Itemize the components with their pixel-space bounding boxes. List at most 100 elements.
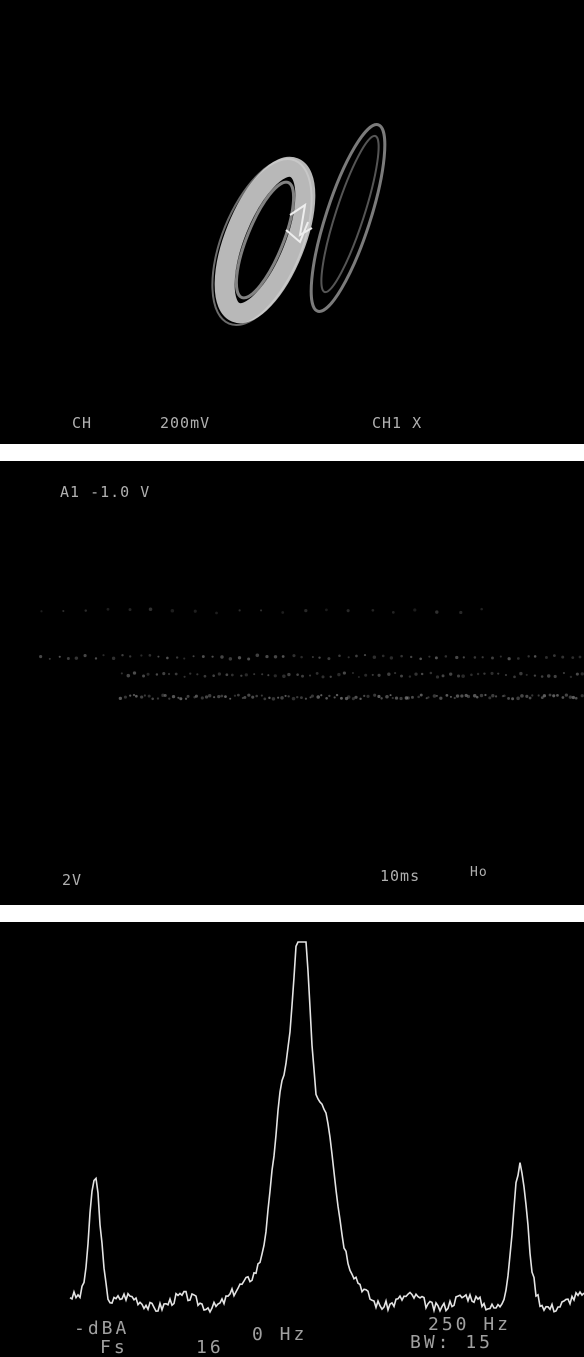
trace-dot	[58, 655, 61, 658]
trace-dot	[355, 654, 358, 658]
trace-dot	[545, 656, 548, 659]
trace-dot	[261, 673, 264, 676]
trace-dot	[455, 655, 459, 660]
trace-dot	[179, 697, 183, 701]
trace-dot	[472, 694, 477, 698]
trace-dot	[273, 674, 277, 678]
trace-dot	[531, 694, 534, 697]
trace-dot	[320, 694, 323, 697]
trace-dot	[224, 695, 227, 699]
span-readout: 250 Hz	[428, 1314, 512, 1335]
trace-dot	[475, 695, 479, 699]
trace-dot	[479, 693, 484, 698]
trace-dot	[74, 656, 79, 660]
trace-dot	[121, 653, 124, 657]
trace-dot	[287, 695, 290, 698]
trace-dot	[196, 673, 199, 676]
trace-dot	[273, 655, 278, 659]
trace-dot	[444, 655, 448, 658]
trace-dot	[284, 694, 287, 697]
trace-dot	[580, 672, 584, 676]
reference-readout: -dBA	[74, 1318, 130, 1339]
trace-dot	[575, 672, 579, 676]
trace-dot	[385, 694, 389, 699]
trace-dot	[377, 694, 381, 699]
trace-dot	[359, 697, 362, 701]
trace-dot	[123, 695, 127, 699]
trace-dot	[380, 697, 383, 700]
trace-dot	[228, 657, 233, 661]
trace-dot	[132, 671, 137, 675]
trace-dot	[193, 609, 197, 613]
trace-dot	[420, 672, 424, 676]
trace-dot	[259, 609, 263, 612]
trace-dot	[253, 673, 256, 676]
trace-dot	[553, 674, 557, 679]
trace-dot	[170, 609, 175, 613]
trace-dot	[346, 609, 350, 613]
trace-dot	[568, 695, 573, 699]
trace-dot	[217, 672, 222, 676]
trace-dot	[351, 697, 355, 701]
trace-dot	[344, 696, 349, 701]
trace-dot	[507, 697, 510, 700]
trace-dot	[229, 697, 232, 700]
trace-dot	[394, 696, 399, 700]
trace-dot	[494, 695, 498, 698]
trace-dot	[435, 675, 440, 679]
trace-dot	[220, 694, 224, 698]
xy-display-panel: CH 200mV CH1 X	[0, 0, 584, 444]
trace-dot	[328, 694, 331, 698]
trace-dot	[337, 672, 341, 677]
trace-dot	[561, 696, 565, 699]
trace-dot	[419, 657, 422, 661]
trace-dot	[146, 672, 150, 676]
trace-dot	[236, 693, 240, 697]
trace-dot	[140, 654, 143, 657]
trace-dot	[84, 609, 87, 612]
trace-dot	[244, 673, 248, 677]
trace-dot	[316, 695, 320, 699]
trace-dot	[377, 673, 381, 677]
trace-dot	[411, 695, 414, 699]
trace-dot	[296, 673, 299, 676]
crossing-bright-spot	[285, 202, 313, 244]
trace-dot	[406, 696, 410, 700]
trace-dot	[132, 693, 136, 697]
trace-dot	[183, 675, 186, 678]
trace-dot	[553, 654, 556, 658]
trace-dot	[497, 672, 500, 675]
trace-dot	[311, 656, 314, 659]
trace-dot	[268, 696, 271, 700]
trace-dots	[39, 607, 584, 701]
trace-dot	[62, 609, 65, 613]
xy-trace-plot	[211, 123, 387, 326]
trace-dot	[391, 696, 394, 700]
trace-dot	[128, 608, 132, 612]
trace-dot	[277, 696, 280, 699]
trace-dot	[516, 657, 520, 660]
trace-dot	[504, 673, 508, 677]
trace-dot	[263, 697, 267, 701]
trace-dot	[363, 654, 367, 657]
trace-dot	[520, 694, 524, 698]
trace-dot	[419, 693, 423, 697]
trace-dot	[552, 694, 556, 698]
trace-dot	[148, 607, 153, 611]
trace-dot	[466, 694, 471, 699]
trace-dot	[325, 608, 328, 612]
trace-dot	[449, 672, 453, 676]
trace-dot	[464, 693, 468, 698]
trace-dot	[281, 655, 285, 658]
trace-dot	[410, 655, 413, 659]
trace-dot	[309, 696, 312, 699]
trace-dot	[167, 672, 171, 676]
trace-dot	[300, 655, 303, 659]
trace-dot	[166, 656, 169, 660]
trace-dot	[357, 675, 360, 679]
trace-dot	[200, 696, 204, 700]
trace-dot	[213, 696, 216, 699]
trace-dot	[387, 672, 391, 676]
trace-dot	[300, 696, 303, 700]
spectrum-panel: -dBA Fs 16 0 Hz 250 Hz BW: 15	[0, 922, 584, 1357]
